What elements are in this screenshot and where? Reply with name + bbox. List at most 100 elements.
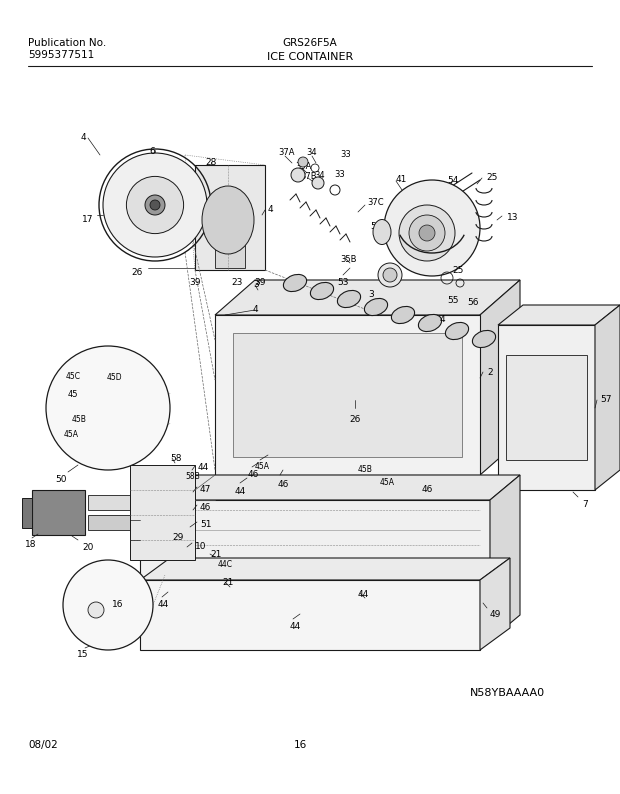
Polygon shape [130,465,195,560]
Text: 44: 44 [235,487,246,496]
Text: 47: 47 [200,485,211,494]
Ellipse shape [365,299,388,315]
Text: 4: 4 [80,133,86,142]
Text: 25: 25 [486,173,497,182]
Text: 33: 33 [340,150,351,159]
Polygon shape [88,495,130,510]
Ellipse shape [373,219,391,245]
Text: 7: 7 [582,500,588,509]
Ellipse shape [202,186,254,254]
Circle shape [63,560,153,650]
Text: 26: 26 [131,268,143,277]
Circle shape [312,177,324,189]
Circle shape [88,602,104,618]
Text: 44C: 44C [218,560,233,569]
Text: 35A: 35A [295,162,311,171]
Text: 44: 44 [158,600,169,609]
Polygon shape [162,174,191,208]
Text: 34: 34 [314,171,325,180]
Polygon shape [215,315,480,475]
Circle shape [409,215,445,251]
Text: 54: 54 [447,176,458,185]
Text: 26: 26 [349,415,361,424]
Text: 52: 52 [370,222,381,231]
Text: 17: 17 [82,215,94,224]
Ellipse shape [337,291,361,307]
Text: 45A: 45A [64,430,79,439]
Text: 45A: 45A [380,478,395,487]
Text: 58: 58 [170,454,182,463]
Text: 25: 25 [452,266,463,275]
Polygon shape [85,405,100,425]
Text: 55: 55 [447,296,459,305]
Text: 46: 46 [278,480,290,489]
Text: 44: 44 [290,622,301,631]
Polygon shape [595,305,620,490]
Polygon shape [32,490,85,535]
Polygon shape [88,515,130,530]
Polygon shape [22,498,32,528]
Text: 49: 49 [490,610,502,619]
Text: 53: 53 [337,278,348,287]
Text: 3: 3 [253,280,259,289]
Text: 23: 23 [231,278,242,287]
Polygon shape [80,385,105,405]
Circle shape [291,168,305,182]
Text: ICE CONTAINER: ICE CONTAINER [267,52,353,62]
Circle shape [383,268,397,282]
Circle shape [145,195,165,215]
Text: 44: 44 [358,590,370,599]
Polygon shape [215,240,245,268]
Text: 28: 28 [205,158,216,167]
Text: 46: 46 [200,503,211,512]
Circle shape [103,153,207,257]
Text: 15: 15 [77,650,89,659]
Text: 45B: 45B [358,465,373,474]
Text: 45A: 45A [255,462,270,471]
Text: 20: 20 [82,543,94,552]
Ellipse shape [311,283,334,299]
Polygon shape [233,333,462,457]
Text: GRS26F5A: GRS26F5A [283,38,337,48]
Ellipse shape [445,322,469,340]
Text: 51: 51 [200,520,211,529]
Text: 33: 33 [334,170,345,179]
Circle shape [298,157,308,167]
Text: 35B: 35B [340,255,356,264]
Polygon shape [480,558,510,650]
Ellipse shape [472,330,495,348]
Text: 10: 10 [195,542,206,551]
Polygon shape [498,325,595,490]
Text: 5995377511: 5995377511 [28,50,94,60]
Text: 16: 16 [293,740,307,750]
Text: 4: 4 [440,315,446,324]
Text: 45D: 45D [107,373,123,382]
Text: 4: 4 [268,205,273,214]
Circle shape [126,176,184,233]
Text: 3: 3 [368,290,374,299]
Text: 39: 39 [254,278,266,287]
Text: 45: 45 [68,390,79,399]
Text: 2: 2 [487,368,493,377]
Polygon shape [215,280,520,315]
Polygon shape [480,280,520,475]
Ellipse shape [391,306,415,324]
Polygon shape [152,212,186,241]
Polygon shape [498,305,620,325]
Circle shape [378,263,402,287]
Text: 56: 56 [467,298,479,307]
Text: 44: 44 [198,463,210,472]
Polygon shape [195,165,265,270]
Ellipse shape [418,314,441,332]
Polygon shape [490,475,520,640]
Polygon shape [140,475,520,500]
Text: 45C: 45C [66,372,81,381]
Text: 16: 16 [112,600,123,609]
Polygon shape [119,202,148,236]
Text: 45B: 45B [72,415,87,424]
Text: 46: 46 [422,485,433,494]
Text: 18: 18 [25,540,37,549]
Circle shape [419,225,435,241]
Text: 13: 13 [507,213,518,222]
Text: Publication No.: Publication No. [28,38,106,48]
